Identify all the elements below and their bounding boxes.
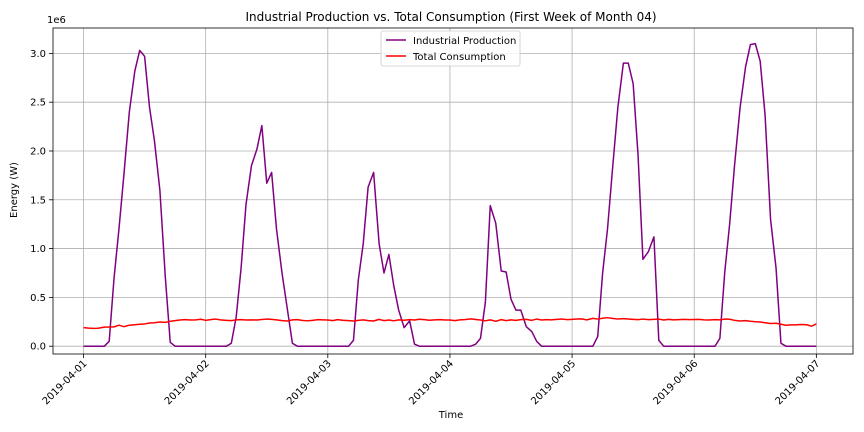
y-tick-label: 1.5 xyxy=(30,195,46,206)
legend-label-total-consumption: Total Consumption xyxy=(412,52,506,63)
y-offset-label: 1e6 xyxy=(47,15,66,26)
y-axis: 0.0 0.5 1.0 1.5 2.0 2.5 3.0 xyxy=(30,49,53,353)
y-tick-label: 2.5 xyxy=(30,98,46,109)
y-tick-label: 0.0 xyxy=(30,342,46,353)
plot-frame xyxy=(52,27,854,355)
legend: Industrial Production Total Consumption xyxy=(380,30,521,67)
series-line-industrial-production xyxy=(83,42,817,347)
series-line-total-consumption xyxy=(83,316,817,330)
y-axis-title: Energy (W) xyxy=(9,162,20,218)
legend-box xyxy=(380,30,521,67)
plot-area xyxy=(53,28,853,354)
y-tick-label: 2.0 xyxy=(30,146,46,157)
y-tick-label: 1.0 xyxy=(30,244,46,255)
x-axis-title: Time xyxy=(438,410,463,421)
y-tick-label: 3.0 xyxy=(30,49,46,60)
legend-label-industrial-production: Industrial Production xyxy=(413,36,516,47)
chart-title: Industrial Production vs. Total Consumpt… xyxy=(245,10,656,24)
y-tick-label: 0.5 xyxy=(30,293,46,304)
series-layer xyxy=(83,42,817,347)
